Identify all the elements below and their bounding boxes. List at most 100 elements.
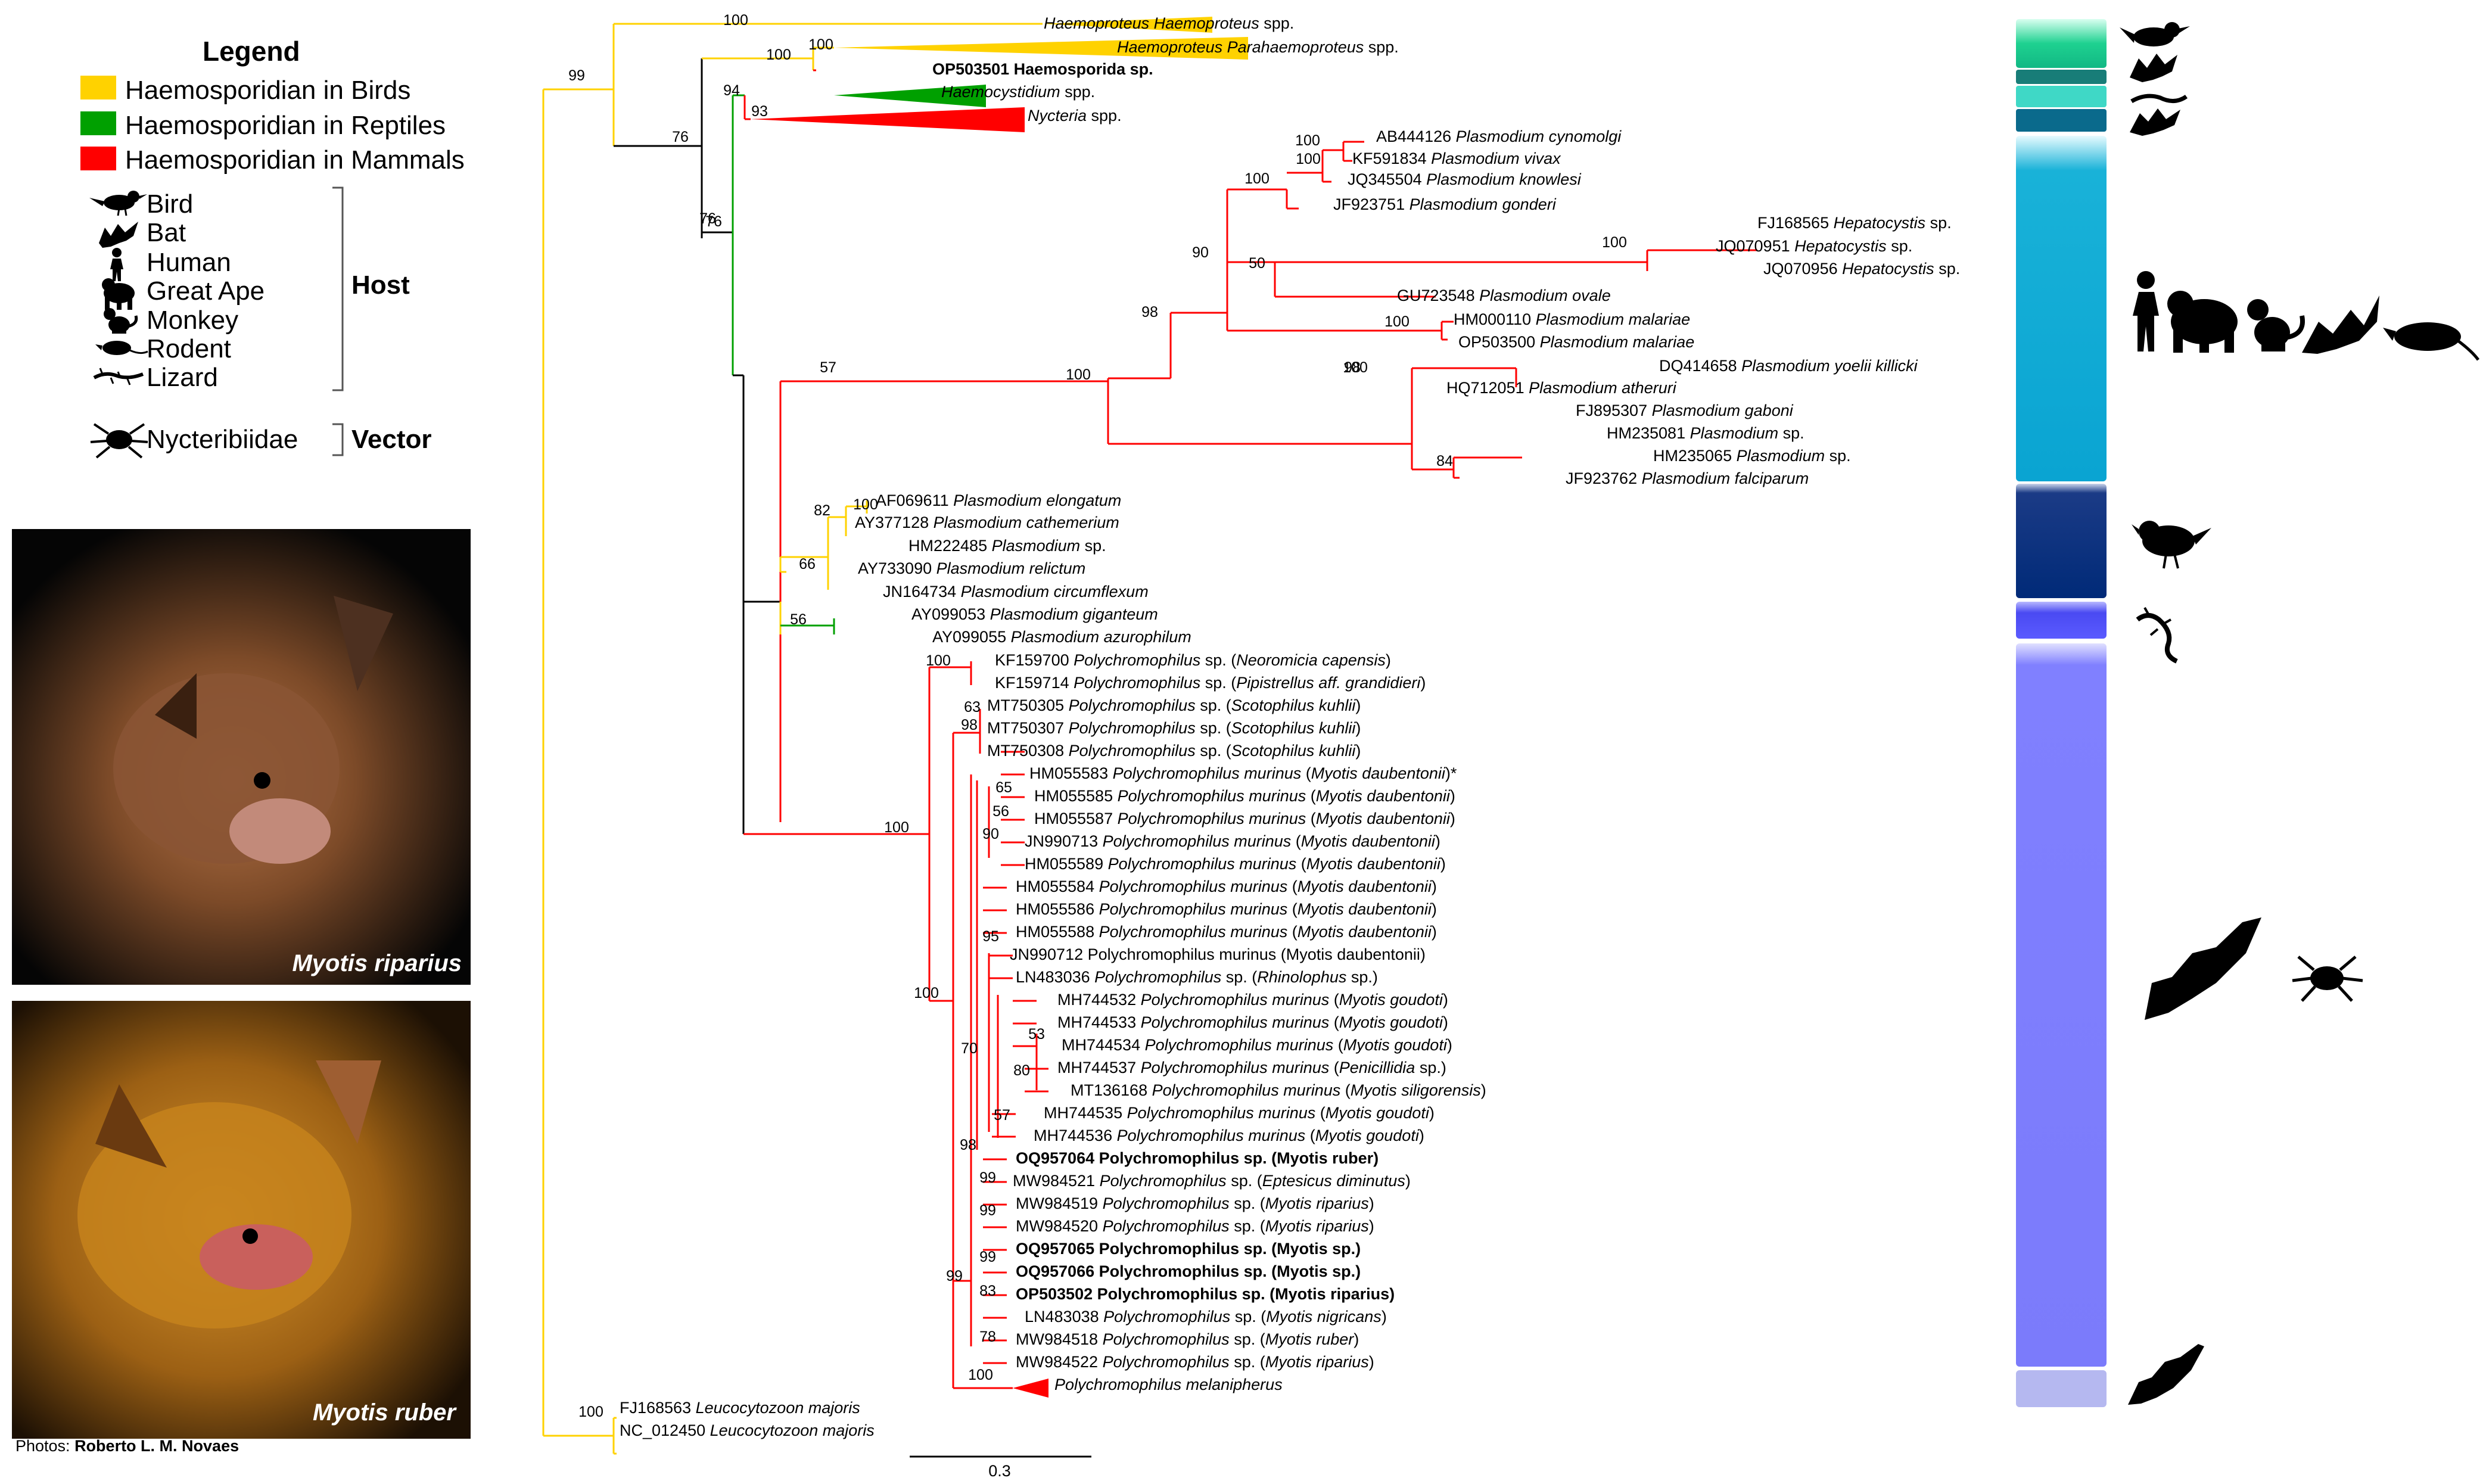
tip-label: MW984521 Polychromophilus sp. (Eptesicus…: [1013, 1172, 1411, 1190]
support-value: 70: [961, 1040, 978, 1057]
legend-swatch-birds: [80, 76, 116, 99]
tip-label: HM000110 Plasmodium malariae: [1454, 310, 1690, 328]
support-value: 100: [1343, 359, 1368, 376]
tip-label: AF069611 Plasmodium elongatum: [876, 491, 1121, 509]
support-value: 56: [992, 803, 1009, 820]
host-bar-birds: [2016, 19, 2107, 68]
human-icon: [110, 248, 123, 281]
bat-icon: [99, 222, 138, 248]
tip-label: OQ957066 Polychromophilus sp. (Myotis sp…: [1016, 1262, 1361, 1280]
legend-title: Legend: [203, 36, 300, 67]
support-value: 57: [994, 1107, 1010, 1124]
bird-icon: [2120, 22, 2190, 46]
tip-label: MT136168 Polychromophilus murinus (Myoti…: [1071, 1081, 1486, 1099]
legend-label-reptiles: Haemosporidian in Reptiles: [125, 111, 446, 140]
support-value: 76: [672, 129, 689, 145]
host-bar-reptiles: [2016, 86, 2107, 107]
support-value: 66: [799, 556, 816, 573]
support-value: 100: [968, 1367, 993, 1383]
support-value: 100: [578, 1404, 603, 1420]
support-value: 100: [1296, 151, 1321, 167]
legend-swatch-reptiles: [80, 111, 116, 135]
clade-haemocystidium: [834, 85, 986, 107]
tip-label: MW984518 Polychromophilus sp. (Myotis ru…: [1016, 1330, 1359, 1348]
host-bracket: [332, 186, 344, 391]
clade-parahaemoproteus: [834, 37, 1248, 60]
tip-label: LN483038 Polychromophilus sp. (Myotis ni…: [1025, 1308, 1387, 1326]
support-values: 1001001009493767657769910010010010090509…: [568, 12, 1627, 1420]
bat-icon: [2128, 1344, 2204, 1405]
support-value: 82: [814, 502, 830, 519]
tip-label: FJ168565 Hepatocystis sp.: [1757, 214, 1952, 232]
tip-label: OQ957064 Polychromophilus sp. (Myotis ru…: [1016, 1149, 1379, 1167]
host-bar-lizards: [2016, 602, 2107, 639]
tip-label: JF923762 Plasmodium falciparum: [1566, 469, 1809, 487]
scale-bar-label: 0.3: [988, 1462, 1011, 1480]
support-value: 93: [751, 103, 768, 120]
support-value: 78: [979, 1329, 996, 1345]
nycteribiidae-icon: [90, 423, 148, 459]
host-bar-bats-melanipherus: [2016, 1370, 2107, 1407]
support-value: 100: [853, 496, 878, 513]
tip-label: KF159714 Polychromophilus sp. (Pipistrel…: [995, 674, 1426, 692]
tip-label: MH744532 Polychromophilus murinus (Myoti…: [1057, 991, 1448, 1009]
legend-host-bird: Bird: [147, 189, 193, 219]
photo-credit: Photos: Roberto L. M. Novaes: [15, 1437, 239, 1455]
tip-label: MT750308 Polychromophilus sp. (Scotophil…: [987, 742, 1361, 760]
support-value: 98: [960, 1137, 976, 1153]
legend-item-reptiles: Haemosporidian in Reptiles: [80, 111, 446, 140]
tip-label: JQ070956 Hepatocystis sp.: [1763, 260, 1960, 278]
bat-icon: [2130, 54, 2177, 82]
photo-myotis-ruber: Myotis ruber: [12, 1001, 471, 1439]
tip-label: AY099055 Plasmodium azurophilum: [932, 628, 1191, 646]
support-value: 76: [699, 210, 716, 227]
support-value: 98: [1141, 304, 1158, 321]
nycteribiidae-icon: [2292, 956, 2363, 1002]
tip-label: HM055589 Polychromophilus murinus (Myoti…: [1025, 855, 1446, 873]
support-value: 98: [961, 717, 978, 733]
support-value: 95: [982, 928, 999, 945]
tip-label: FJ895307 Plasmodium gaboni: [1576, 402, 1794, 419]
tip-label: JQ345504 Plasmodium knowlesi: [1348, 170, 1582, 188]
tip-label: JF923751 Plasmodium gonderi: [1333, 195, 1557, 213]
tip-label: MH744535 Polychromophilus murinus (Myoti…: [1044, 1104, 1435, 1122]
host-color-bar: [2016, 19, 2107, 1407]
great-ape-icon: [102, 278, 135, 310]
host-bar-mammals: [2016, 136, 2107, 481]
support-value: 57: [820, 359, 836, 376]
tip-label: MH744533 Polychromophilus murinus (Myoti…: [1057, 1013, 1448, 1031]
support-value: 76: [705, 213, 722, 230]
tip-label: HM055585 Polychromophilus murinus (Myoti…: [1034, 787, 1455, 805]
tip-label: OP503502 Polychromophilus sp. (Myotis ri…: [1016, 1285, 1395, 1303]
legend-swatch-mammals: [80, 147, 116, 170]
tip-label: JN164734 Plasmodium circumflexum: [883, 583, 1149, 601]
host-bar-bats-polychromophilus: [2016, 643, 2107, 1367]
support-value: 99: [979, 1202, 996, 1219]
tip-label: MT750305 Polychromophilus sp. (Scotophil…: [987, 696, 1361, 714]
tip-label: MW984522 Polychromophilus sp. (Myotis ri…: [1016, 1353, 1374, 1371]
host-bar-birds-plasmodium: [2016, 484, 2107, 598]
tip-label: AY733090 Plasmodium relictum: [858, 559, 1085, 577]
tip-label: HM055583 Polychromophilus murinus (Myoti…: [1029, 764, 1457, 782]
support-value: 63: [964, 699, 981, 715]
rodent-icon: [95, 341, 148, 355]
bird-icon: [89, 191, 147, 216]
tip-label: AB444126 Plasmodium cynomolgi: [1376, 127, 1622, 145]
support-value: 99: [979, 1169, 996, 1186]
tip-label: FJ168563 Leucocytozoon majoris: [620, 1399, 860, 1417]
support-value: 65: [995, 779, 1012, 796]
legend-host-rodent: Rodent: [147, 334, 231, 363]
clade-nycteria: [751, 107, 1025, 132]
tip-label: JN990712 Polychromophilus murinus (Myoti…: [1010, 945, 1426, 963]
great-ape-icon: [2167, 291, 2238, 353]
legend-host-monkey: Monkey: [147, 306, 238, 335]
bird-icon: [2132, 521, 2211, 569]
collapsed-clades: [751, 17, 1248, 1398]
tip-label: AY099053 Plasmodium giganteum: [911, 605, 1158, 623]
tip-label: Haemocystidium spp.: [941, 83, 1095, 101]
support-value: 100: [766, 46, 791, 63]
tree-branches: [542, 23, 1757, 1455]
support-value: 56: [790, 611, 807, 628]
support-value: 90: [982, 826, 999, 842]
tip-label: Polychromophilus melanipherus: [1054, 1376, 1283, 1393]
